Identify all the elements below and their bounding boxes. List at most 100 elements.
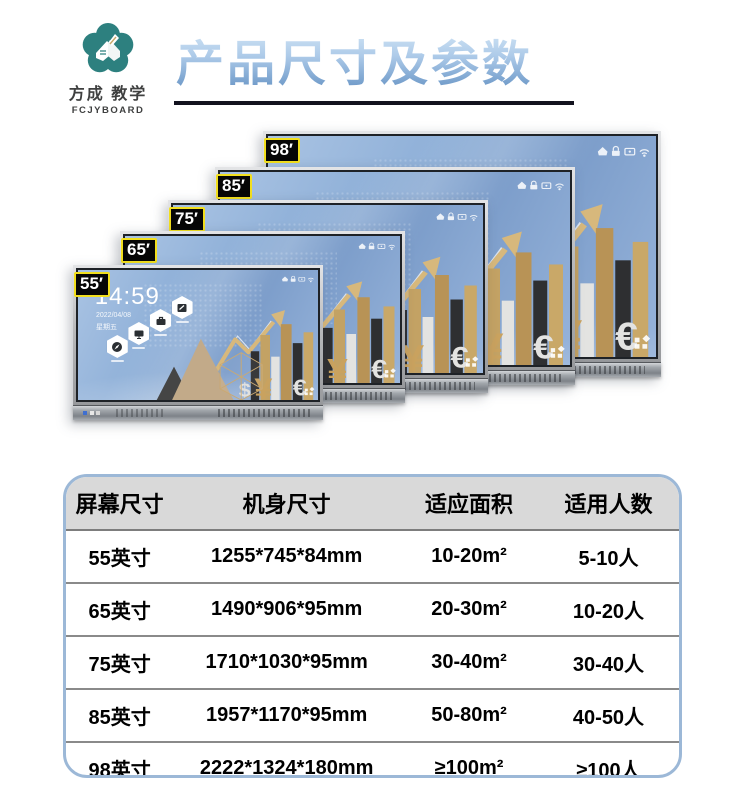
table-header-row: 屏幕尺寸 机身尺寸 适应面积 适用人数 [66,477,679,531]
logo-flower-icon [82,23,134,73]
yuan-symbol: ¥ [254,372,273,400]
arrowhead [346,281,363,301]
port-row [83,410,105,415]
arrowhead [501,231,522,258]
spec-cell: 2222*1324*180mm [173,741,401,775]
monitor-frame: $ ¥ € 14:59 2022/04/0 [73,265,323,405]
spec-cell: ≥100人 [537,741,679,775]
app-grid-icon [634,334,651,349]
spec-cell: 65英寸 [66,582,174,636]
cast-icon [377,243,386,249]
lock-icon [611,145,620,156]
compass-icon [106,335,128,358]
spec-cell: 5-10人 [578,548,639,570]
spec-cell: 30-40人 [537,635,679,689]
monitor-stand [73,405,323,420]
status-icon-row [436,212,478,221]
euro-symbol: € [371,355,387,383]
euro-symbol: € [450,341,468,373]
status-icon-row [282,275,314,283]
app-grid-icon [550,345,565,358]
wifi-icon [307,277,314,283]
cast-icon [457,213,467,220]
euro-symbol: € [293,376,307,400]
spec-cell: 50-80m² [400,688,538,742]
lock-icon [447,212,455,221]
home-icon [358,243,366,249]
monitor-55: $ ¥ € 14:59 2022/04/0 [73,265,323,420]
home-icon [282,276,288,282]
size-tag-98: 98′ [264,138,300,163]
app-compass [106,335,128,362]
app-grid-icon [384,368,396,378]
arrowhead [580,204,603,234]
home-icon [436,213,445,220]
arrowhead [271,310,285,328]
app-presentation [128,322,150,349]
wifi-icon [639,149,650,157]
tan-triangle [172,338,234,400]
cast-icon [298,276,306,282]
screen-date: 2022/04/08 [96,311,132,319]
spec-cell: 85英寸 [66,688,174,742]
lock-icon [530,180,538,190]
presentation-icon [128,322,150,345]
col-header-area: 适应面积 [400,477,538,531]
size-tag-55: 55′ [74,272,110,297]
yuan-symbol: ¥ [401,338,424,373]
spec-cell: 1490*906*95mm [173,582,401,636]
app-whiteboard [171,296,193,323]
euro-symbol: € [533,329,553,365]
gold-bar-chart [323,297,395,383]
whiteboard-icon [171,296,193,319]
gold-bar-chart [396,275,477,373]
brand-logo: 方成 教学 FCJYBOARD [52,20,164,116]
spec-cell: 1957*1170*95mm [173,688,401,742]
home-icon [517,181,527,189]
spec-cell: 1255*745*84mm [211,545,363,567]
page-title: 产品尺寸及参数 [176,24,533,94]
dollar-symbol: $ [239,380,252,400]
col-header-screen-size: 屏幕尺寸 [66,477,174,531]
lock-icon [368,242,375,250]
app-briefcase [150,309,171,336]
spec-cell: 98英寸 [66,741,174,775]
cast-icon [541,182,552,190]
briefcase-icon [150,309,171,332]
monitor-screen: $ ¥ € 14:59 2022/04/0 [76,268,320,402]
spec-cell: 10-20m² [431,545,507,567]
euro-symbol: € [615,316,638,357]
gold-bar-chart [250,324,314,400]
spec-cell: 40-50人 [537,688,679,742]
status-icon-row [358,242,396,250]
spec-cell: 20-30m² [400,582,538,636]
table-row: 65英寸 1490*906*95mm 20-30m² 10-20人 [66,582,679,636]
status-icon-row [517,180,564,191]
spec-table: 屏幕尺寸 机身尺寸 适应面积 适用人数 55英寸 1255*745*84mm 1… [63,474,682,778]
size-tag-65: 65′ [121,238,157,263]
screen-decoration: $ ¥ € [181,275,315,400]
table-row: 98英寸 2222*1324*180mm ≥100m² ≥100人 [66,741,679,775]
col-header-people: 适用人数 [537,477,679,531]
brand-name-en: FCJYBOARD [71,105,145,116]
chart-triangles [156,338,263,400]
app-grid-icon [465,356,479,367]
app-label-bar [132,347,146,349]
spec-cell: 55英寸 [88,548,151,570]
table-row: 85英寸 1957*1170*95mm 50-80m² 40-50人 [66,688,679,742]
lock-icon [290,275,296,282]
spec-cell: 1710*1030*95mm [173,635,401,689]
col-header-body-size: 机身尺寸 [173,477,401,531]
arrowhead [422,256,441,280]
home-icon [597,147,608,156]
table-row: 55英寸 1255*745*84mm 10-20m² 5-10人 [66,530,679,583]
wifi-icon [469,215,478,221]
status-icon-row [597,145,650,157]
size-tag-85: 85′ [216,174,252,199]
wifi-icon [555,183,564,191]
app-label-bar [175,321,189,323]
product-gallery: $ ¥ € 98′ [73,131,661,420]
screen-weekday: 星期五 [96,324,117,331]
spec-cell: 75英寸 [66,635,174,689]
